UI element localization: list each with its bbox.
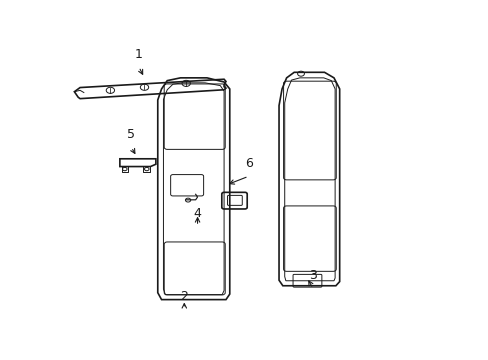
Text: 2: 2 <box>180 290 188 303</box>
Text: 5: 5 <box>127 128 135 141</box>
Text: 4: 4 <box>193 207 201 220</box>
Text: 3: 3 <box>308 269 316 283</box>
Text: 1: 1 <box>135 48 142 61</box>
Text: 6: 6 <box>244 157 252 170</box>
